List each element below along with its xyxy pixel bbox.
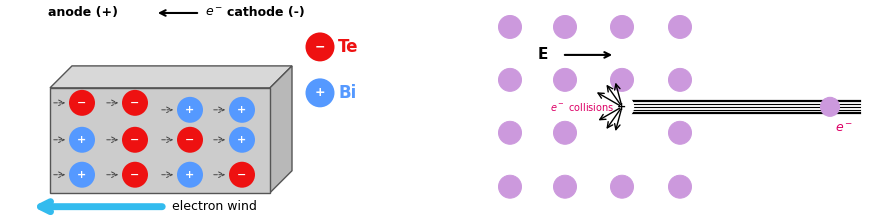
Text: Bi: Bi	[338, 84, 357, 102]
Circle shape	[498, 68, 521, 91]
Circle shape	[610, 15, 633, 38]
Text: −: −	[314, 40, 325, 53]
Circle shape	[177, 97, 203, 123]
Circle shape	[177, 127, 203, 153]
Circle shape	[668, 68, 692, 91]
Circle shape	[821, 97, 840, 116]
Text: +: +	[617, 102, 626, 112]
Text: −: −	[130, 170, 140, 180]
Circle shape	[610, 175, 633, 198]
Text: −: −	[185, 135, 194, 145]
Text: E: E	[538, 48, 548, 62]
Circle shape	[668, 121, 692, 144]
Circle shape	[69, 162, 95, 188]
Circle shape	[554, 15, 576, 38]
Circle shape	[610, 68, 633, 91]
Text: $e^-$ collisions: $e^-$ collisions	[549, 101, 614, 113]
Circle shape	[229, 127, 255, 153]
Circle shape	[177, 162, 203, 188]
Circle shape	[122, 162, 148, 188]
Circle shape	[554, 68, 576, 91]
Text: electron wind: electron wind	[172, 200, 257, 213]
Text: +: +	[237, 135, 246, 145]
Polygon shape	[50, 66, 292, 88]
Text: Te: Te	[338, 38, 358, 56]
Circle shape	[69, 127, 95, 153]
Text: −: −	[130, 135, 140, 145]
Polygon shape	[270, 66, 292, 193]
Circle shape	[122, 127, 148, 153]
Text: +: +	[77, 170, 87, 180]
Circle shape	[69, 90, 95, 116]
Circle shape	[668, 175, 692, 198]
Circle shape	[554, 175, 576, 198]
Circle shape	[229, 162, 255, 188]
Circle shape	[498, 175, 521, 198]
Text: −: −	[77, 98, 87, 108]
Circle shape	[122, 90, 148, 116]
Circle shape	[306, 32, 334, 61]
Text: +: +	[185, 170, 194, 180]
Text: $e^-$: $e^-$	[835, 122, 853, 135]
Circle shape	[668, 15, 692, 38]
Circle shape	[306, 78, 334, 107]
Text: +: +	[237, 105, 246, 115]
Text: +: +	[77, 135, 87, 145]
Circle shape	[498, 15, 521, 38]
Text: −: −	[130, 98, 140, 108]
Text: cathode (-): cathode (-)	[228, 6, 305, 20]
Circle shape	[610, 95, 633, 118]
Text: $e^-$: $e^-$	[205, 6, 223, 20]
Text: −: −	[237, 170, 246, 180]
Text: anode (+): anode (+)	[48, 6, 118, 20]
Text: +: +	[185, 105, 194, 115]
Circle shape	[554, 121, 576, 144]
Text: +: +	[314, 86, 325, 99]
Circle shape	[498, 121, 521, 144]
Circle shape	[229, 97, 255, 123]
Polygon shape	[50, 88, 270, 193]
